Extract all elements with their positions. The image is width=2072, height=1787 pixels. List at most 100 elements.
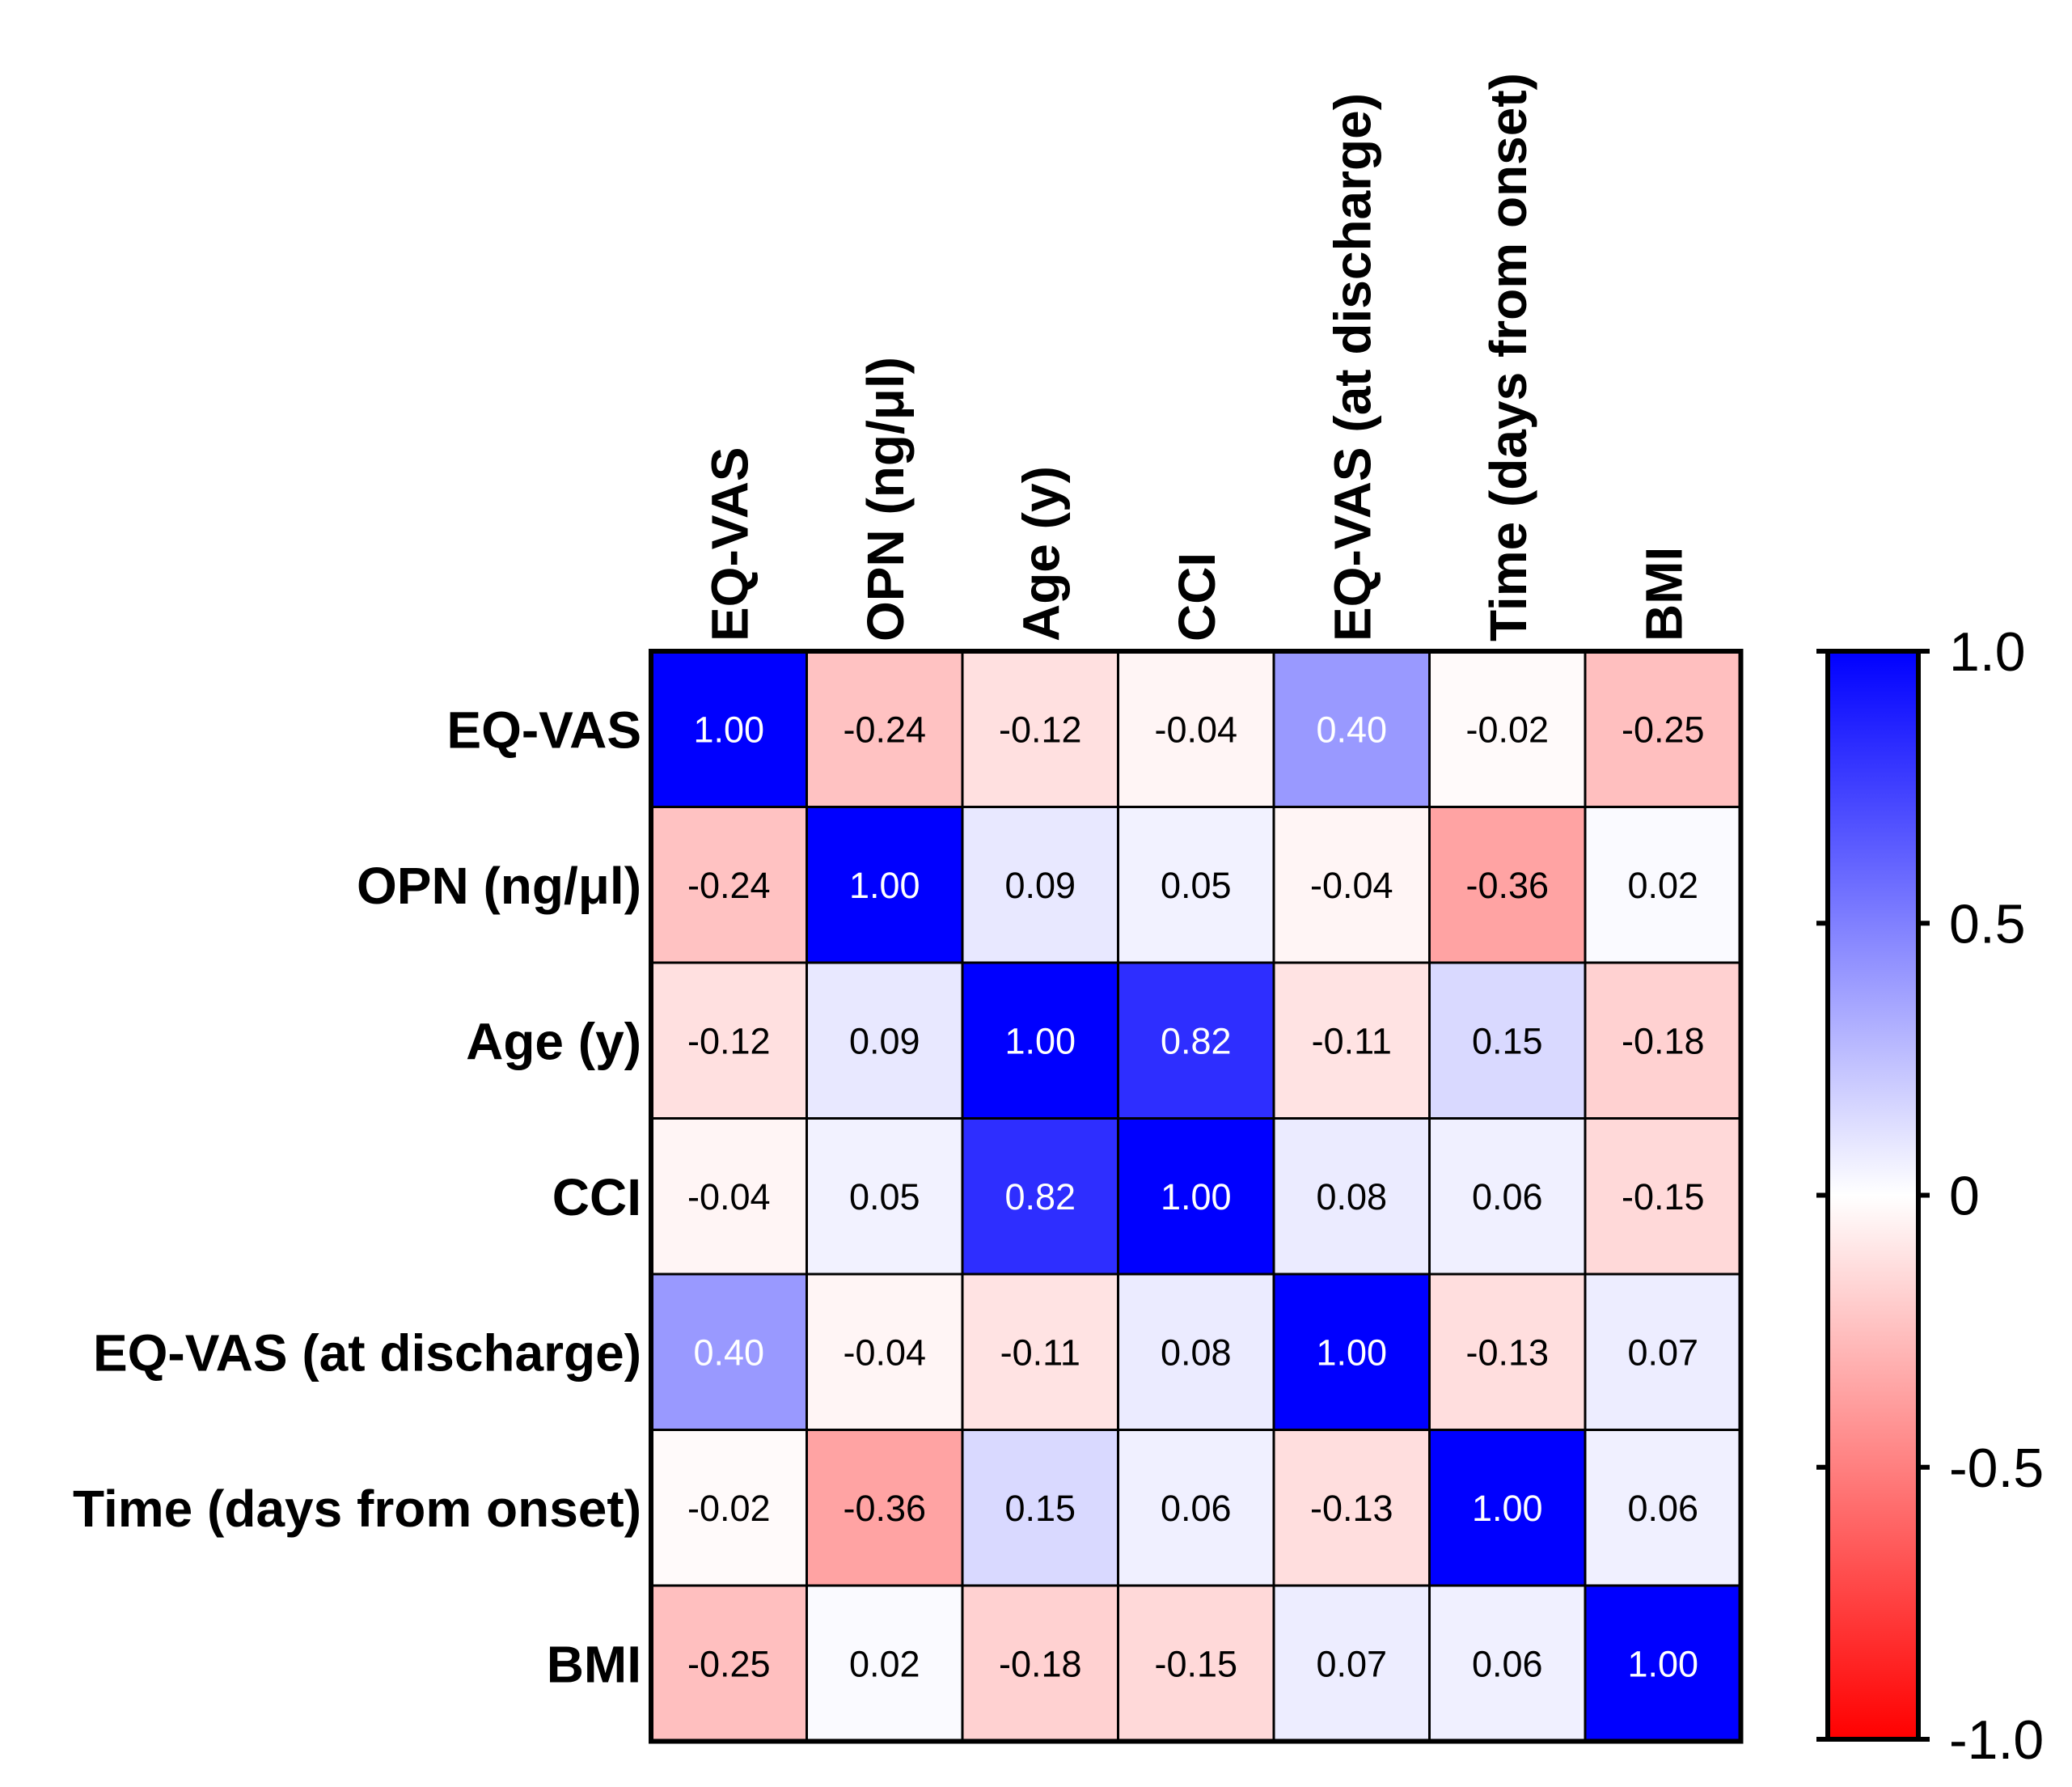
column-labels: EQ-VAS OPN (ng/μl) Age (y) CCI EQ-VAS (at di… bbox=[700, 73, 1693, 642]
heatmap-cell-r5-c4 bbox=[1274, 1429, 1430, 1586]
cell-value-label: 1.00 bbox=[1004, 1020, 1076, 1061]
heatmap-cell-r3-c6 bbox=[1585, 1118, 1741, 1274]
heatmap-cell-r0-c3 bbox=[1118, 651, 1274, 807]
row-label: EQ-VAS bbox=[446, 701, 641, 759]
cell-value-label: 0.05 bbox=[849, 1176, 920, 1217]
row-label: BMI bbox=[547, 1635, 641, 1693]
colorbar-tick-label: 1.0 bbox=[1949, 621, 2026, 683]
cell-value-label: -0.25 bbox=[1622, 709, 1705, 750]
heatmap-cell-r1-c6 bbox=[1585, 807, 1741, 963]
cell-value-label: -0.18 bbox=[1622, 1020, 1705, 1061]
cell-value-label: -0.12 bbox=[999, 709, 1082, 750]
cell-value-label: 0.08 bbox=[1316, 1176, 1387, 1217]
cell-value-label: -0.04 bbox=[1310, 865, 1393, 906]
heatmap-cell-r2-c3 bbox=[1118, 963, 1274, 1119]
cell-value-label: 0.06 bbox=[1472, 1643, 1543, 1684]
heatmap-cell-r5-c3 bbox=[1118, 1429, 1274, 1586]
heatmap-cell-r0-c6 bbox=[1585, 651, 1741, 807]
cell-value-label: -0.04 bbox=[687, 1176, 771, 1217]
cell-value-label: 0.07 bbox=[1316, 1643, 1387, 1684]
heatmap-cell-r1-c0 bbox=[651, 807, 807, 963]
heatmap-cell-r5-c6 bbox=[1585, 1429, 1741, 1586]
heatmap-cell-r1-c2 bbox=[962, 807, 1118, 963]
heatmap-border bbox=[649, 649, 1744, 1744]
cell-value-label: 0.02 bbox=[849, 1643, 920, 1684]
cell-value-label: 0.15 bbox=[1472, 1020, 1543, 1061]
cell-value-label: 0.06 bbox=[1161, 1488, 1232, 1529]
heatmap-cell-r4-c6 bbox=[1585, 1274, 1741, 1430]
cell-value-label: -0.04 bbox=[1154, 709, 1237, 750]
cell-value-label: 0.40 bbox=[1316, 709, 1387, 750]
cell-value-label: -0.25 bbox=[687, 1643, 771, 1684]
cell-value-label: -0.24 bbox=[687, 865, 771, 906]
heatmap-cell-r4-c4 bbox=[1274, 1274, 1430, 1430]
column-label: EQ-VAS (at discharge) bbox=[1323, 93, 1381, 642]
column-label: BMI bbox=[1634, 547, 1693, 642]
column-label: OPN (ng/μl) bbox=[856, 357, 915, 642]
row-label: OPN (ng/μl) bbox=[357, 857, 641, 915]
heatmap-cell-r3-c5 bbox=[1429, 1118, 1585, 1274]
heatmap-cell-r6-c2 bbox=[962, 1586, 1118, 1742]
colorbar-gradient bbox=[1825, 649, 1921, 1742]
heatmap-cell-r1-c5 bbox=[1429, 807, 1585, 963]
cell-value-label: -0.24 bbox=[843, 709, 926, 750]
cell-value-label: 1.00 bbox=[693, 709, 764, 750]
cell-value-label: 1.00 bbox=[1472, 1488, 1543, 1529]
cell-value-label: 0.07 bbox=[1627, 1332, 1698, 1373]
cell-value-label: 0.82 bbox=[1161, 1020, 1232, 1061]
cell-value-label: -0.02 bbox=[687, 1488, 771, 1529]
cell-value-label: -0.15 bbox=[1154, 1643, 1237, 1684]
heatmap-cell-r4-c3 bbox=[1118, 1274, 1274, 1430]
cell-value-label: 1.00 bbox=[1316, 1332, 1387, 1373]
cell-value-label: 1.00 bbox=[849, 865, 920, 906]
heatmap-cell-r4-c1 bbox=[806, 1274, 962, 1430]
row-labels: EQ-VAS OPN (ng/μl) Age (y) CCI EQ-VAS (at di… bbox=[73, 701, 641, 1693]
colorbar-tick-label: -0.5 bbox=[1949, 1438, 2044, 1499]
heatmap-cell-values: 1.00 -0.24 -0.12 -0.04 0.40 -0.02 -0.25 -0.24 1.… bbox=[687, 709, 1705, 1684]
cell-value-label: -0.36 bbox=[1465, 865, 1549, 906]
heatmap-cell-r4-c5 bbox=[1429, 1274, 1585, 1430]
cell-value-label: -0.13 bbox=[1465, 1332, 1549, 1373]
heatmap-cell-r3-c1 bbox=[806, 1118, 962, 1274]
heatmap-cell-r3-c0 bbox=[651, 1118, 807, 1274]
heatmap-cell-r3-c4 bbox=[1274, 1118, 1430, 1274]
cell-value-label: -0.18 bbox=[999, 1643, 1082, 1684]
heatmap-cell-r0-c2 bbox=[962, 651, 1118, 807]
heatmap-cell-r0-c5 bbox=[1429, 651, 1585, 807]
heatmap-cell-r3-c2 bbox=[962, 1118, 1118, 1274]
heatmap-cell-r1-c4 bbox=[1274, 807, 1430, 963]
colorbar-tick-label: -1.0 bbox=[1949, 1709, 2044, 1771]
heatmap-cell-r5-c0 bbox=[651, 1429, 807, 1586]
colorbar-tick-label: 0 bbox=[1949, 1166, 1980, 1227]
row-label: EQ-VAS (at discharge) bbox=[93, 1323, 641, 1382]
cell-value-label: -0.12 bbox=[687, 1020, 771, 1061]
heatmap-cell-r6-c1 bbox=[806, 1586, 962, 1742]
column-label: Time (days from onset) bbox=[1479, 73, 1537, 642]
heatmap-cell-r5-c5 bbox=[1429, 1429, 1585, 1586]
cell-value-label: -0.13 bbox=[1310, 1488, 1393, 1529]
heatmap-cells bbox=[651, 651, 1741, 1742]
column-label: CCI bbox=[1168, 553, 1226, 642]
heatmap-cell-r6-c5 bbox=[1429, 1586, 1585, 1742]
cell-value-label: -0.11 bbox=[1000, 1332, 1080, 1373]
cell-value-label: 0.09 bbox=[849, 1020, 920, 1061]
heatmap-cell-r6-c3 bbox=[1118, 1586, 1274, 1742]
cell-value-label: -0.36 bbox=[843, 1488, 926, 1529]
colorbar: 1.0 0.5 0 -0.5 -1.0 bbox=[1816, 621, 2044, 1771]
cell-value-label: 0.05 bbox=[1161, 865, 1232, 906]
cell-value-label: 0.82 bbox=[1004, 1176, 1076, 1217]
heatmap-cell-r6-c4 bbox=[1274, 1586, 1430, 1742]
heatmap-cell-r2-c2 bbox=[962, 963, 1118, 1119]
heatmap-cell-r2-c0 bbox=[651, 963, 807, 1119]
cell-value-label: 0.15 bbox=[1004, 1488, 1076, 1529]
cell-value-label: -0.04 bbox=[843, 1332, 926, 1373]
heatmap-cell-r5-c2 bbox=[962, 1429, 1118, 1586]
cell-value-label: 1.00 bbox=[1161, 1176, 1232, 1217]
cell-value-label: -0.15 bbox=[1622, 1176, 1705, 1217]
heatmap-cell-r0-c1 bbox=[806, 651, 962, 807]
heatmap-cell-r2-c4 bbox=[1274, 963, 1430, 1119]
heatmap-cell-r5-c1 bbox=[806, 1429, 962, 1586]
row-label: Time (days from onset) bbox=[73, 1480, 641, 1538]
